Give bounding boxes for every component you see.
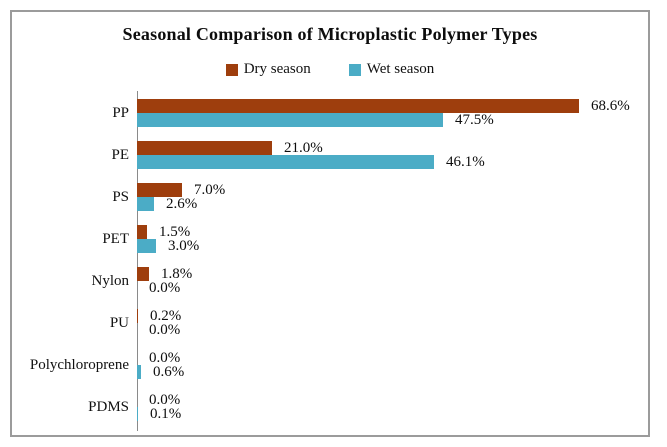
bar-line: 0.0% <box>137 349 646 366</box>
bar-group: 7.0% 2.6% <box>137 181 646 212</box>
value-label: 7.0% <box>194 181 226 198</box>
bar-wet-season <box>137 113 443 127</box>
value-label: 68.6% <box>591 97 630 114</box>
chart-container: Seasonal Comparison of Microplastic Poly… <box>10 10 650 437</box>
bar-wet-season <box>137 197 154 211</box>
bar-group: 0.0% 0.6% <box>137 349 646 380</box>
bar-line: 68.6% <box>137 97 646 114</box>
bar-dry-season <box>137 183 182 197</box>
bar-group: 1.5% 3.0% <box>137 223 646 254</box>
category-row: PET 1.5% 3.0% <box>12 218 646 260</box>
bar-line: 47.5% <box>137 111 646 128</box>
category-row: PP 68.6% 47.5% <box>12 92 646 134</box>
category-label: PE <box>111 146 129 163</box>
value-label: 3.0% <box>168 237 200 254</box>
category-row: Nylon 1.8% 0.0% <box>12 260 646 302</box>
bar-wet-season <box>137 407 138 421</box>
bar-line: 21.0% <box>137 139 646 156</box>
value-label: 2.6% <box>166 195 198 212</box>
bar-line: 1.5% <box>137 223 646 240</box>
bar-dry-season <box>137 99 579 113</box>
category-label: PS <box>112 188 129 205</box>
value-label: 47.5% <box>455 111 494 128</box>
plot-area: PP 68.6% 47.5% PE 21.0% 46.1% PS 7.0% 2.6% PET 1.5… <box>12 91 648 431</box>
dry-season-swatch-icon <box>225 63 238 76</box>
category-row: PU 0.2% 0.0% <box>12 302 646 344</box>
bar-group: 68.6% 47.5% <box>137 97 646 128</box>
chart-title: Seasonal Comparison of Microplastic Poly… <box>122 24 538 44</box>
bar-group: 0.0% 0.1% <box>137 391 646 422</box>
bar-line: 0.6% <box>137 363 646 380</box>
category-row: PDMS 0.0% 0.1% <box>12 386 646 428</box>
legend-label-dry-season: Dry season <box>243 61 311 77</box>
bar-line: 0.0% <box>137 321 646 338</box>
bar-line: 0.0% <box>137 391 646 408</box>
bar-line: 1.8% <box>137 265 646 282</box>
bar-dry-season <box>137 267 149 281</box>
legend-item-wet-season: Wet season <box>348 61 435 78</box>
value-label: 0.0% <box>149 391 181 408</box>
value-label: 0.0% <box>149 321 181 338</box>
category-label: Nylon <box>91 272 130 289</box>
category-axis-line <box>137 91 138 431</box>
value-label: 0.2% <box>150 307 182 324</box>
bar-group: 0.2% 0.0% <box>137 307 646 338</box>
category-row: PS 7.0% 2.6% <box>12 176 646 218</box>
category-label: Polychloroprene <box>29 356 129 373</box>
bar-line: 2.6% <box>137 195 646 212</box>
value-label: 0.0% <box>149 279 181 296</box>
bar-dry-season <box>137 141 272 155</box>
category-row: PE 21.0% 46.1% <box>12 134 646 176</box>
bar-group: 21.0% 46.1% <box>137 139 646 170</box>
value-label: 21.0% <box>284 139 323 156</box>
bar-line: 0.0% <box>137 279 646 296</box>
legend-item-dry-season: Dry season <box>225 61 311 78</box>
bar-wet-season <box>137 155 434 169</box>
bar-dry-season <box>137 225 147 239</box>
value-label: 46.1% <box>446 153 485 170</box>
chart-rows: PP 68.6% 47.5% PE 21.0% 46.1% PS 7.0% 2.6% PET 1.5… <box>12 92 646 428</box>
wet-season-swatch-icon <box>348 63 361 76</box>
legend: Dry season Wet season <box>12 61 648 78</box>
category-label: PDMS <box>88 398 129 415</box>
category-label: PU <box>109 314 129 331</box>
value-label: 0.0% <box>149 349 181 366</box>
bar-line: 46.1% <box>137 153 646 170</box>
value-label: 1.5% <box>159 223 191 240</box>
bar-wet-season <box>137 365 141 379</box>
category-row: Polychloroprene 0.0% 0.6% <box>12 344 646 386</box>
bar-line: 0.2% <box>137 307 646 324</box>
bar-dry-season <box>137 309 138 323</box>
bar-wet-season <box>137 239 156 253</box>
category-label: PP <box>112 104 129 121</box>
value-label: 0.6% <box>153 363 185 380</box>
bar-line: 7.0% <box>137 181 646 198</box>
bar-line: 3.0% <box>137 237 646 254</box>
category-label: PET <box>102 230 129 247</box>
value-label: 1.8% <box>161 265 193 282</box>
legend-label-wet-season: Wet season <box>366 61 435 77</box>
value-label: 0.1% <box>150 405 182 422</box>
bar-group: 1.8% 0.0% <box>137 265 646 296</box>
bar-line: 0.1% <box>137 405 646 422</box>
